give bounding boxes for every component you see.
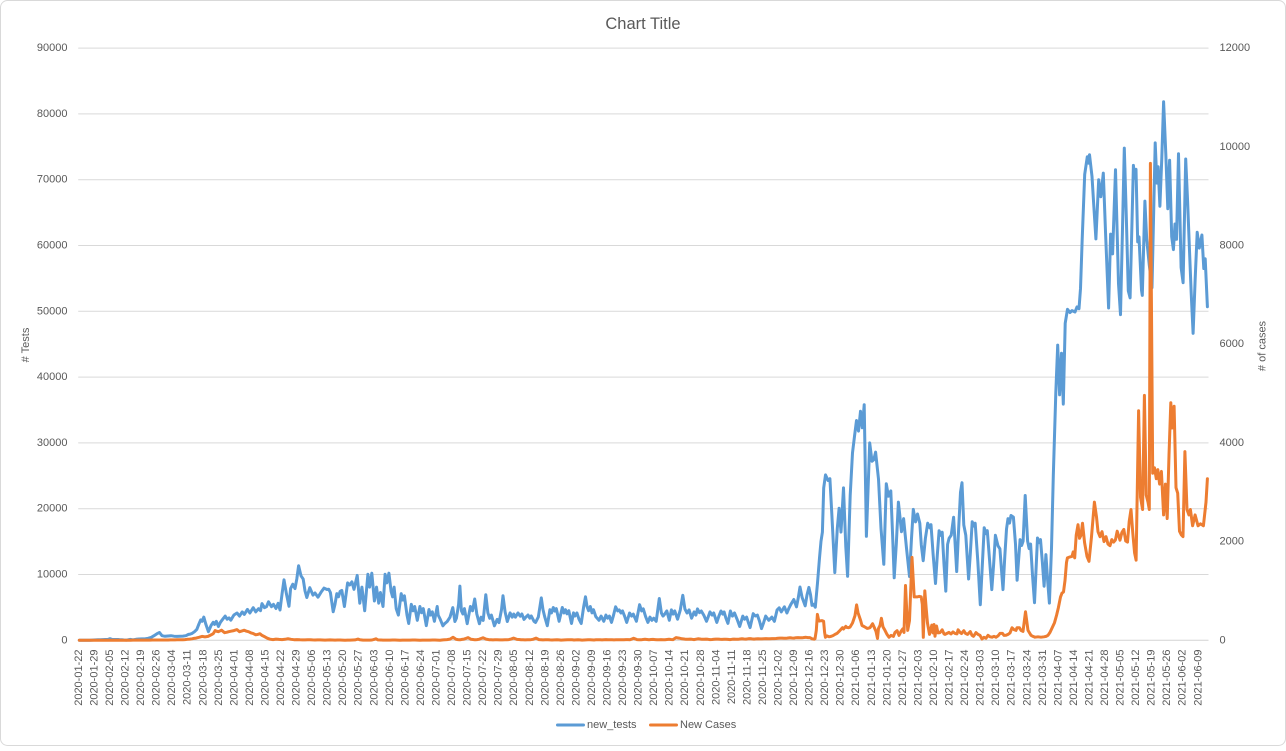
svg-text:2020-07-08: 2020-07-08: [446, 650, 458, 706]
svg-text:60000: 60000: [37, 240, 68, 252]
svg-text:2020-06-10: 2020-06-10: [384, 650, 396, 706]
svg-text:40000: 40000: [37, 371, 68, 383]
svg-text:# Tests: # Tests: [20, 327, 32, 362]
svg-text:2020-12-02: 2020-12-02: [773, 650, 785, 706]
svg-text:2021-04-21: 2021-04-21: [1084, 650, 1096, 706]
svg-text:2020-10-21: 2020-10-21: [679, 650, 691, 706]
svg-text:2020-09-23: 2020-09-23: [617, 650, 629, 706]
svg-text:8000: 8000: [1220, 240, 1244, 252]
svg-text:2021-04-28: 2021-04-28: [1099, 650, 1111, 706]
svg-text:# of cases: # of cases: [1257, 320, 1269, 371]
svg-text:2021-02-17: 2021-02-17: [944, 650, 956, 706]
svg-text:2021-04-14: 2021-04-14: [1068, 650, 1080, 706]
svg-text:2020-01-22: 2020-01-22: [73, 650, 85, 706]
svg-text:2020-11-04: 2020-11-04: [710, 650, 722, 705]
svg-text:2020-10-14: 2020-10-14: [664, 650, 676, 706]
svg-text:2021-01-20: 2021-01-20: [881, 650, 893, 706]
svg-text:2020-11-11: 2020-11-11: [726, 650, 738, 705]
svg-text:2021-03-31: 2021-03-31: [1037, 650, 1049, 706]
svg-text:2020-02-26: 2020-02-26: [151, 650, 163, 706]
svg-text:2020-09-30: 2020-09-30: [633, 650, 645, 706]
svg-text:New Cases: New Cases: [680, 719, 737, 731]
svg-text:2020-04-22: 2020-04-22: [275, 650, 287, 706]
svg-text:50000: 50000: [37, 305, 68, 317]
svg-text:2021-05-19: 2021-05-19: [1146, 650, 1158, 706]
svg-text:2020-02-19: 2020-02-19: [135, 650, 147, 706]
svg-text:0: 0: [1220, 634, 1226, 646]
svg-text:2020-04-29: 2020-04-29: [291, 650, 303, 706]
svg-text:2020-02-05: 2020-02-05: [104, 650, 116, 706]
svg-text:2020-11-18: 2020-11-18: [741, 650, 753, 705]
svg-text:2020-09-09: 2020-09-09: [586, 650, 598, 706]
svg-text:20000: 20000: [37, 503, 68, 515]
svg-text:2020-10-28: 2020-10-28: [695, 650, 707, 706]
svg-text:2021-05-05: 2021-05-05: [1115, 650, 1127, 706]
svg-text:2021-02-24: 2021-02-24: [959, 650, 971, 706]
svg-text:2020-08-12: 2020-08-12: [524, 650, 536, 706]
svg-text:2020-07-01: 2020-07-01: [431, 650, 443, 706]
svg-text:2020-05-20: 2020-05-20: [337, 650, 349, 706]
svg-text:2020-06-17: 2020-06-17: [399, 650, 411, 706]
svg-text:2020-09-16: 2020-09-16: [602, 650, 614, 706]
svg-text:new_tests: new_tests: [587, 719, 637, 731]
svg-text:2020-04-01: 2020-04-01: [228, 650, 240, 706]
svg-text:6000: 6000: [1220, 338, 1244, 350]
svg-text:2020-12-09: 2020-12-09: [788, 650, 800, 706]
svg-text:2020-07-22: 2020-07-22: [477, 650, 489, 706]
svg-text:2020-05-06: 2020-05-06: [306, 650, 318, 706]
svg-text:2021-05-26: 2021-05-26: [1161, 650, 1173, 706]
svg-text:2021-02-10: 2021-02-10: [928, 650, 940, 706]
svg-text:2020-08-05: 2020-08-05: [508, 650, 520, 706]
svg-text:2020-07-15: 2020-07-15: [462, 650, 474, 706]
svg-text:30000: 30000: [37, 437, 68, 449]
svg-text:2020-04-08: 2020-04-08: [244, 650, 256, 706]
svg-text:10000: 10000: [1220, 141, 1251, 153]
svg-text:2020-09-02: 2020-09-02: [570, 650, 582, 706]
svg-text:2021-01-06: 2021-01-06: [850, 650, 862, 706]
svg-text:4000: 4000: [1220, 437, 1244, 449]
svg-text:2020-04-15: 2020-04-15: [260, 650, 272, 706]
svg-text:10000: 10000: [37, 569, 68, 581]
svg-text:2021-03-10: 2021-03-10: [990, 649, 1002, 705]
svg-text:2020-12-30: 2020-12-30: [835, 650, 847, 706]
svg-text:2020-03-11: 2020-03-11: [182, 650, 194, 705]
svg-text:2021-05-12: 2021-05-12: [1130, 650, 1142, 706]
svg-text:2020-03-25: 2020-03-25: [213, 650, 225, 706]
svg-text:2020-06-24: 2020-06-24: [415, 650, 427, 706]
svg-text:2020-07-29: 2020-07-29: [493, 650, 505, 706]
svg-text:80000: 80000: [37, 108, 68, 120]
svg-text:2020-02-12: 2020-02-12: [120, 650, 132, 706]
svg-text:2020-03-18: 2020-03-18: [197, 650, 209, 706]
svg-text:Chart Title: Chart Title: [605, 15, 680, 33]
svg-text:2020-03-04: 2020-03-04: [166, 650, 178, 706]
svg-text:2021-03-03: 2021-03-03: [975, 650, 987, 706]
svg-text:2020-01-29: 2020-01-29: [88, 650, 100, 706]
svg-text:2020-12-16: 2020-12-16: [804, 650, 816, 706]
svg-text:2021-04-07: 2021-04-07: [1052, 650, 1064, 706]
svg-text:2020-12-23: 2020-12-23: [819, 650, 831, 706]
svg-text:2020-05-13: 2020-05-13: [322, 650, 334, 706]
svg-text:70000: 70000: [37, 174, 68, 186]
svg-text:2000: 2000: [1220, 536, 1244, 548]
svg-text:2021-06-02: 2021-06-02: [1177, 650, 1189, 706]
svg-text:2020-05-27: 2020-05-27: [353, 650, 365, 706]
svg-text:2020-10-07: 2020-10-07: [648, 650, 660, 706]
svg-text:2020-08-19: 2020-08-19: [539, 650, 551, 706]
svg-text:2021-02-03: 2021-02-03: [912, 650, 924, 706]
svg-text:12000: 12000: [1220, 42, 1251, 54]
svg-text:2021-03-24: 2021-03-24: [1021, 650, 1033, 706]
svg-text:0: 0: [61, 634, 67, 646]
svg-text:2020-08-26: 2020-08-26: [555, 650, 567, 706]
svg-text:2021-06-09: 2021-06-09: [1192, 650, 1204, 706]
svg-text:90000: 90000: [37, 42, 68, 54]
svg-text:2021-01-13: 2021-01-13: [866, 650, 878, 706]
svg-text:2020-11-25: 2020-11-25: [757, 650, 769, 705]
svg-text:2021-03-17: 2021-03-17: [1006, 649, 1018, 705]
svg-text:2020-06-03: 2020-06-03: [368, 650, 380, 706]
svg-text:2021-01-27: 2021-01-27: [897, 650, 909, 706]
